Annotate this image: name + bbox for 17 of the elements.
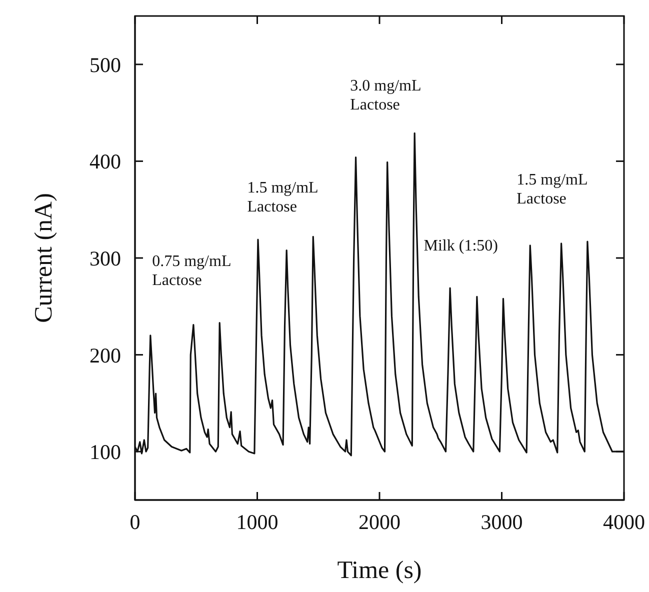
x-tick-label: 1000 [236, 510, 278, 534]
annotation: 1.5 mg/mL Lactose [516, 171, 588, 208]
y-tick-label: 400 [90, 150, 121, 174]
y-tick-label: 100 [90, 440, 121, 464]
annotation: 0.75 mg/mL Lactose [152, 252, 232, 288]
annotation: Milk (1:50) [424, 236, 498, 254]
x-tick-label: 4000 [603, 510, 645, 534]
y-tick-label: 500 [90, 52, 121, 77]
x-axis-title: Time (s) [337, 557, 422, 584]
y-axis-title: Current (nA) [30, 193, 58, 323]
y-tick-label: 300 [90, 246, 121, 270]
x-tick-label: 0 [130, 510, 140, 534]
x-tick-label: 3000 [480, 510, 523, 534]
annotation: 1.5 mg/mL Lactose [247, 178, 318, 215]
x-tick-label: 2000 [358, 510, 400, 534]
y-tick-label: 200 [90, 343, 121, 368]
annotation: 3.0 mg/mL Lactose [350, 77, 422, 114]
